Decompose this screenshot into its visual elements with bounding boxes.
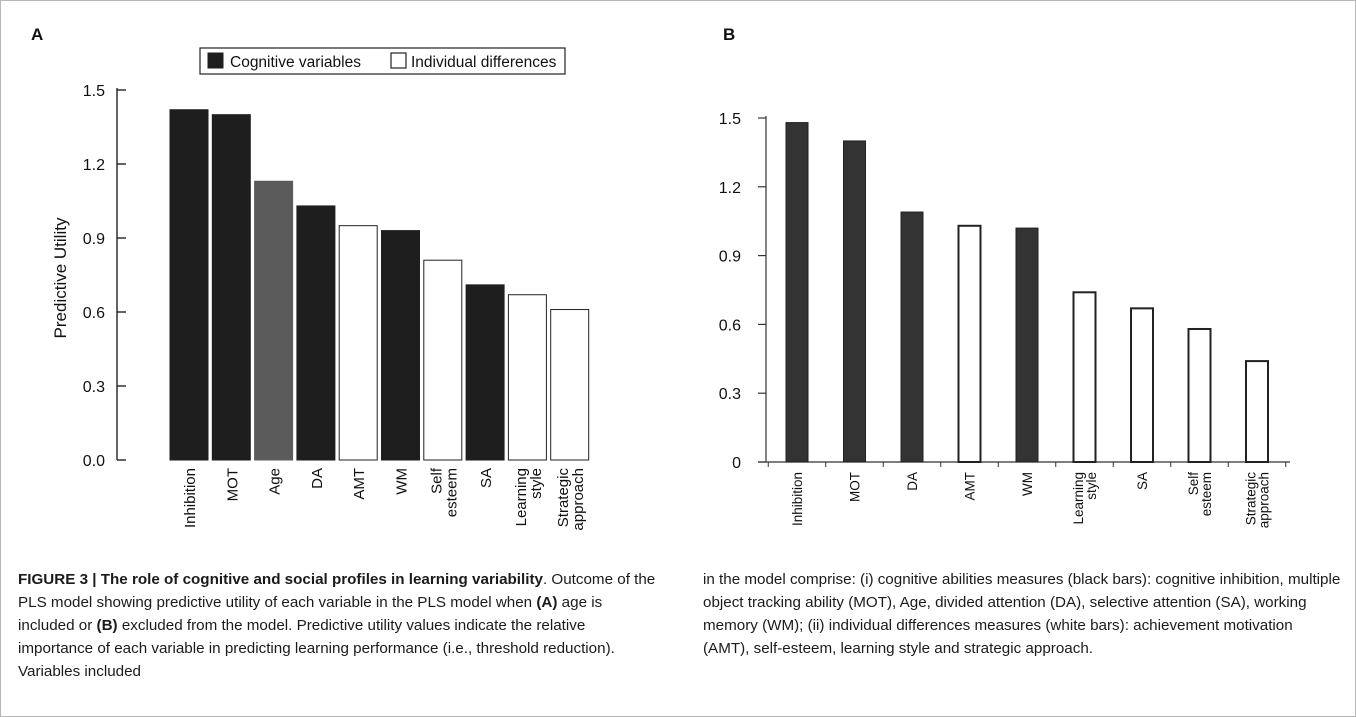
- panel-b-bar: [1072, 291, 1097, 463]
- panel-b-x-tick-label: style: [1084, 472, 1099, 500]
- panel-b-label: B: [723, 25, 735, 44]
- caption-figure-label: FIGURE 3 | The role of cognitive and soc…: [18, 571, 543, 588]
- panel-a-y-tick-label: 1.5: [83, 83, 105, 100]
- panel-a-x-tick-label: DA: [309, 468, 326, 489]
- panel-b-x-tick-label: AMT: [963, 472, 978, 501]
- panel-a-x-tick-label: Self: [428, 467, 445, 494]
- caption-text-3: excluded from the model. Predictive util…: [18, 617, 615, 680]
- panel-b-chart: B 0 0.3 0.6 0.9 1.2 1.5 Inhibition MOT DA AMT WM Le…: [719, 25, 1290, 528]
- panel-b-x-tick-label: Learning: [1071, 472, 1086, 525]
- panel-b-bar: [1130, 307, 1154, 464]
- panel-a-y-tick-label: 1.2: [83, 157, 105, 174]
- caption-text-2: age is included or: [18, 594, 603, 634]
- panel-a-x-tick-label: Strategic: [555, 468, 572, 528]
- legend-swatch-individual: [390, 52, 407, 69]
- panel-b-bar: [843, 140, 866, 463]
- panel-a-x-tick-label: SA: [478, 468, 495, 488]
- panel-a-chart: A 0.0 0.3 0.6 0.9 1.2 1.5 Predictive Utility Co…: [31, 25, 590, 531]
- panel-a-bar: [296, 205, 336, 461]
- panel-b-x-tick-label: Inhibition: [790, 472, 805, 526]
- panel-b-bar: [1245, 360, 1269, 463]
- panel-a-label: A: [31, 25, 43, 44]
- panel-b-x-tick-label: DA: [905, 472, 920, 491]
- panel-a-bar: [507, 294, 547, 461]
- legend-box: [199, 47, 566, 75]
- panel-b-x-tick-label: SA: [1135, 472, 1150, 490]
- figure-caption-right: in the model comprise: (i) cognitive abi…: [703, 571, 1341, 657]
- caption-text-1: . Outcome of the PLS model showing predi…: [18, 571, 656, 611]
- panel-b-x-tick-label: esteem: [1199, 472, 1214, 516]
- panel-a-x-tick-label: WM: [394, 468, 411, 495]
- panel-a-bar: [550, 309, 590, 461]
- panel-a-legend: Cognitive variables Individual difference…: [199, 47, 566, 75]
- panel-a-x-tick-label: approach: [570, 468, 587, 531]
- panel-a-bar: [381, 230, 420, 461]
- panel-a-bar: [465, 284, 505, 461]
- legend-label-individual: Individual differences: [411, 54, 557, 71]
- panel-a-y-tick-label: 0.9: [83, 231, 105, 248]
- panel-a-y-tick-label: 0.6: [83, 305, 105, 322]
- panel-b-y-tick-label: 0.3: [719, 386, 741, 403]
- panel-b-x-tick-label: MOT: [848, 472, 863, 502]
- panel-a-bar: [254, 180, 294, 461]
- panel-b-y-tick-label: 0: [732, 455, 741, 472]
- panel-a-x-tick-label: Inhibition: [182, 468, 199, 528]
- panel-b-x-tick-label: Strategic: [1244, 472, 1259, 526]
- figure-caption-left: FIGURE 3 | The role of cognitive and soc…: [18, 568, 658, 683]
- panel-b-y-tick-label: 0.9: [719, 249, 741, 266]
- panel-b-x-tick-label: Self: [1186, 472, 1201, 496]
- panel-a-bar: [423, 259, 463, 461]
- panel-a-x-tick-label: AMT: [351, 468, 368, 500]
- panel-b-bar: [1015, 227, 1039, 463]
- legend-label-cognitive: Cognitive variables: [230, 54, 361, 71]
- panel-b-y-tick-label: 0.6: [719, 317, 741, 334]
- panel-b-bar: [1187, 327, 1212, 463]
- panel-a-x-tick-label: style: [528, 468, 545, 499]
- panel-a-y-tick-label: 0.3: [83, 379, 105, 396]
- panel-b-bar: [900, 211, 924, 463]
- panel-b-bar: [957, 224, 982, 463]
- panel-a-y-tick-label: 0.0: [83, 453, 105, 470]
- panel-a-bar: [169, 109, 209, 461]
- legend-swatch-cognitive: [207, 52, 224, 69]
- panel-a-bar: [338, 225, 378, 461]
- caption-ref-b: (B): [96, 617, 118, 634]
- panel-a-y-axis-title: Predictive Utility: [51, 217, 70, 338]
- caption-ref-a: (A): [536, 594, 558, 611]
- panel-a-x-tick-label: esteem: [443, 468, 460, 517]
- panel-a-x-tick-label: MOT: [224, 468, 241, 501]
- panel-a-bar: [211, 114, 251, 461]
- panel-a-x-tick-label: Learning: [513, 468, 530, 526]
- panel-b-y-tick-label: 1.5: [719, 111, 741, 128]
- panel-b-bar: [785, 122, 809, 463]
- panel-b-y-tick-label: 1.2: [719, 180, 741, 197]
- panel-b-x-tick-label: WM: [1020, 472, 1035, 496]
- panel-b-x-tick-label: approach: [1257, 472, 1272, 528]
- panel-a-x-tick-label: Age: [267, 468, 284, 495]
